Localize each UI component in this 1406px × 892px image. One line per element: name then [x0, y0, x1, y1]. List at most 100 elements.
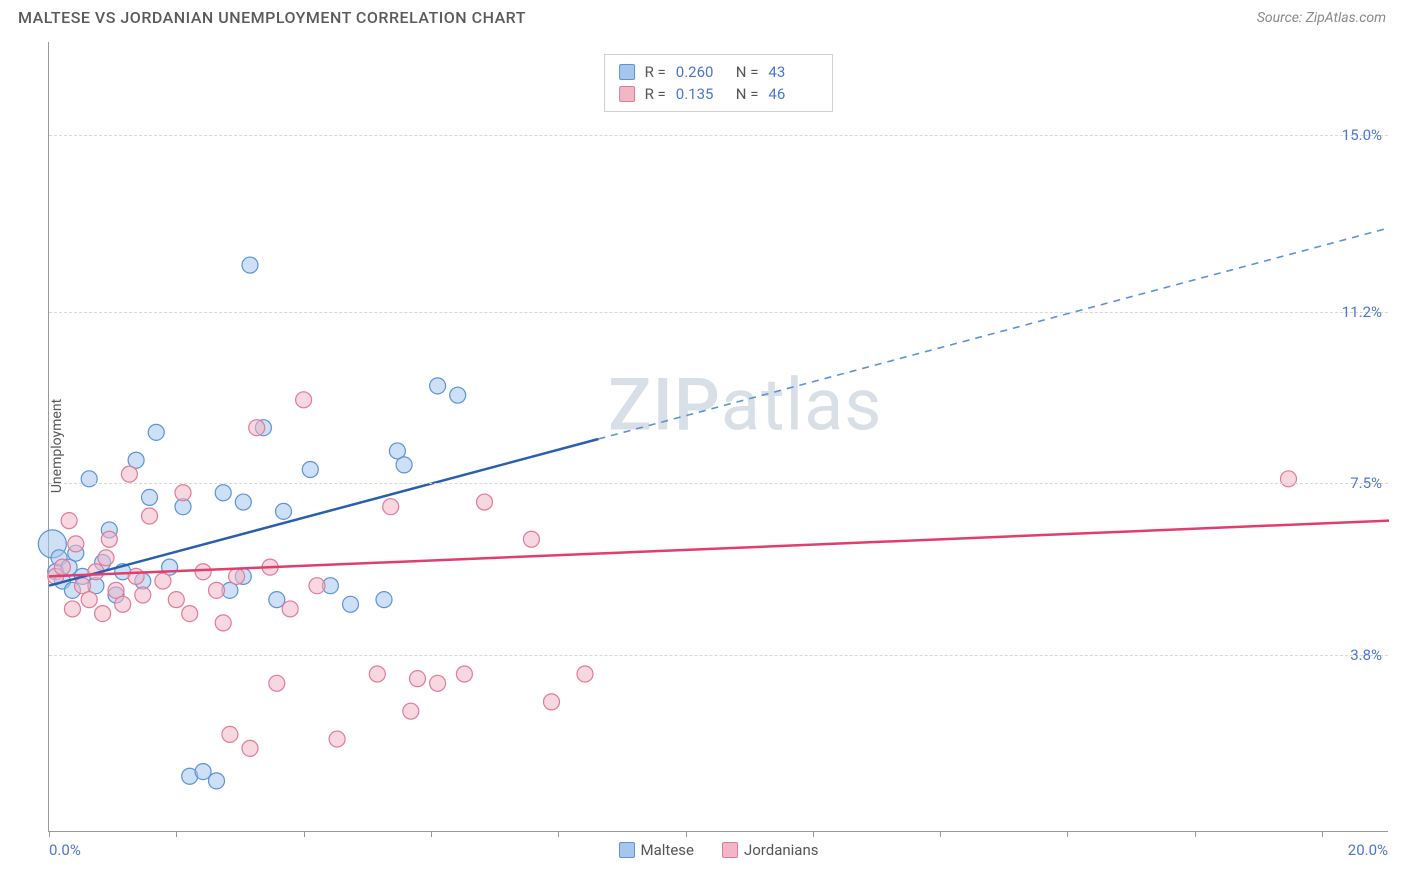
data-point — [135, 587, 151, 603]
data-point — [195, 564, 211, 580]
scatter-svg — [49, 42, 1388, 831]
series-legend: Maltese Jordanians — [619, 841, 819, 859]
y-tick-label: 7.5% — [1350, 474, 1382, 492]
data-point — [175, 485, 191, 501]
chart-title: MALTESE VS JORDANIAN UNEMPLOYMENT CORREL… — [18, 8, 526, 27]
data-point — [477, 494, 493, 510]
gridline — [49, 135, 1388, 136]
data-point — [142, 508, 158, 524]
r-label: R = — [645, 63, 666, 81]
x-tick — [431, 831, 432, 837]
x-tick — [49, 831, 50, 837]
data-point — [282, 601, 298, 617]
data-point — [396, 457, 412, 473]
n-label: N = — [736, 63, 759, 81]
data-point — [242, 740, 258, 756]
x-tick — [304, 831, 305, 837]
y-tick-label: 3.8% — [1350, 646, 1382, 664]
y-tick-label: 15.0% — [1342, 126, 1382, 144]
data-point — [98, 550, 114, 566]
trend-line — [49, 521, 1389, 577]
data-point — [61, 513, 77, 529]
data-point — [383, 499, 399, 515]
data-point — [276, 503, 292, 519]
data-point — [222, 726, 238, 742]
x-axis-start-label: 0.0% — [49, 841, 81, 859]
x-tick — [1067, 831, 1068, 837]
data-point — [148, 424, 164, 440]
data-point — [376, 592, 392, 608]
legend-label: Jordanians — [744, 841, 819, 859]
data-point — [128, 568, 144, 584]
data-point — [68, 536, 84, 552]
r-value: 0.260 — [676, 63, 726, 81]
data-point — [209, 773, 225, 789]
legend-swatch — [619, 842, 635, 858]
data-point — [101, 531, 117, 547]
data-point — [121, 466, 137, 482]
data-point — [403, 703, 419, 719]
x-tick — [1322, 831, 1323, 837]
legend-swatch — [619, 86, 635, 102]
data-point — [142, 489, 158, 505]
legend-label: Maltese — [641, 841, 694, 859]
data-point — [523, 531, 539, 547]
n-value: 46 — [768, 85, 818, 103]
data-point — [577, 666, 593, 682]
data-point — [249, 420, 265, 436]
data-point — [168, 592, 184, 608]
source-credit: Source: ZipAtlas.com — [1257, 10, 1386, 26]
data-point — [269, 592, 285, 608]
data-point — [430, 675, 446, 691]
y-tick-label: 11.2% — [1342, 303, 1382, 321]
legend-swatch — [619, 64, 635, 80]
x-tick — [558, 831, 559, 837]
x-tick — [1195, 831, 1196, 837]
data-point — [296, 392, 312, 408]
data-point — [182, 606, 198, 622]
r-value: 0.135 — [676, 85, 726, 103]
data-point — [343, 596, 359, 612]
x-tick — [940, 831, 941, 837]
data-point — [209, 582, 225, 598]
data-point — [215, 485, 231, 501]
n-value: 43 — [768, 63, 818, 81]
correlation-legend-box: R = 0.260 N = 43R = 0.135 N = 46 — [604, 54, 834, 112]
x-axis-end-label: 20.0% — [1348, 841, 1388, 859]
gridline — [49, 312, 1388, 313]
data-point — [235, 494, 251, 510]
data-point — [95, 606, 111, 622]
gridline — [49, 483, 1388, 484]
data-point — [215, 615, 231, 631]
data-point — [54, 559, 70, 575]
trend-line-extrapolated — [598, 228, 1389, 439]
data-point — [302, 462, 318, 478]
data-point — [369, 666, 385, 682]
x-tick — [686, 831, 687, 837]
gridline — [49, 655, 1388, 656]
data-point — [195, 764, 211, 780]
data-point — [410, 671, 426, 687]
data-point — [456, 666, 472, 682]
data-point — [269, 675, 285, 691]
legend-item: Jordanians — [722, 841, 819, 859]
n-label: N = — [736, 85, 759, 103]
data-point — [242, 257, 258, 273]
x-tick — [813, 831, 814, 837]
data-point — [430, 378, 446, 394]
chart-plot-area: R = 0.260N = 43R = 0.135N = 46 ZIPatlas … — [48, 42, 1388, 832]
data-point — [544, 694, 560, 710]
data-point — [229, 568, 245, 584]
data-point — [329, 731, 345, 747]
data-point — [81, 592, 97, 608]
data-point — [115, 596, 131, 612]
legend-item: Maltese — [619, 841, 694, 859]
correlation-legend-row: R = 0.260 N = 43 — [619, 61, 819, 83]
data-point — [64, 601, 80, 617]
data-point — [155, 573, 171, 589]
data-point — [309, 578, 325, 594]
correlation-legend-row: R = 0.135N = 46 — [619, 83, 819, 105]
legend-swatch — [722, 842, 738, 858]
data-point — [450, 387, 466, 403]
x-tick — [176, 831, 177, 837]
